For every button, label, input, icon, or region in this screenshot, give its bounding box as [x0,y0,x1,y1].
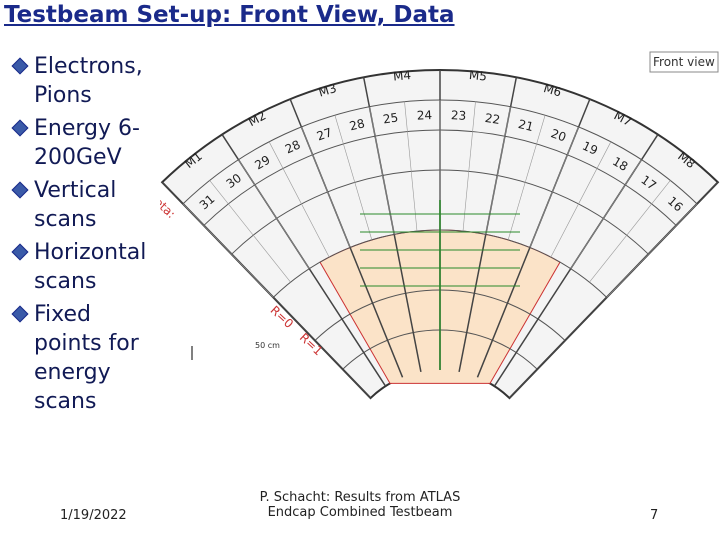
cell-label: 29 [252,153,272,173]
date: 1/19/2022 [60,508,127,523]
cell-line [182,203,274,298]
cell-label: 25 [382,110,399,126]
cell-line [268,141,330,258]
cell-label: 28 [348,116,366,133]
cell-label: 20 [549,126,568,144]
bullet-list: Electrons, Pions Energy 6-200GeV Vertical … [12,52,152,420]
cell-line [238,159,310,269]
module-label: M6 [542,81,563,100]
cell-label: 18 [610,154,630,174]
cell-label: 19 [580,139,600,158]
bullet: Electrons, Pions [12,52,152,110]
slide-title: Testbeam Set-up: Front View, Data [4,2,455,28]
footer-line: P. Schacht: Results from ATLAS [259,490,461,505]
cell-label: 21 [517,117,535,134]
cell-line [507,115,546,240]
footer-text: P. Schacht: Results from ATLAS Endcap Co… [240,490,480,520]
cell-line [529,126,579,248]
cell-label: 28 [283,137,303,156]
bullet: Horizontal scans [12,238,152,296]
label-box [649,51,719,73]
cell-label: 27 [315,125,334,143]
cell-line [369,106,395,235]
cell-line [606,203,698,298]
cell-line [404,101,418,232]
footer-line: Endcap Combined Testbeam [267,505,453,520]
cell-line [462,101,476,232]
bullet: Energy 6-200GeV [12,114,152,172]
front-view-label: Front view [653,55,715,69]
cell-label: 22 [484,111,501,127]
bullet: Vertical scans [12,176,152,234]
cell-label: 24 [417,108,433,123]
module-label: M5 [468,68,487,84]
scale-label: 50 cm [255,341,280,350]
bullet: Fixed points for energy scans [12,300,152,416]
cell-line [334,115,373,240]
cell-line [570,159,642,269]
module-label: M4 [392,68,411,84]
axis-label: eta: [160,195,178,221]
cell-line [485,106,511,235]
cell-label: 23 [451,108,467,123]
module-label: M3 [317,81,338,100]
cell-line [209,180,291,283]
cell-line [301,126,351,248]
cell-line [589,180,671,283]
cell-line [550,141,612,258]
page-number: 7 [650,508,659,523]
